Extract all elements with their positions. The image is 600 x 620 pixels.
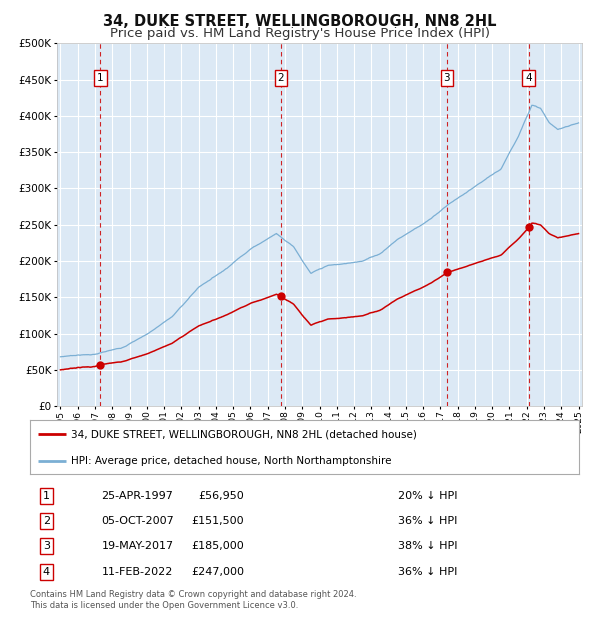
Text: 36% ↓ HPI: 36% ↓ HPI bbox=[398, 516, 457, 526]
Text: £185,000: £185,000 bbox=[191, 541, 244, 551]
Text: £56,950: £56,950 bbox=[199, 491, 244, 501]
Text: 25-APR-1997: 25-APR-1997 bbox=[101, 491, 173, 501]
Text: This data is licensed under the Open Government Licence v3.0.: This data is licensed under the Open Gov… bbox=[30, 601, 298, 611]
Text: 38% ↓ HPI: 38% ↓ HPI bbox=[398, 541, 457, 551]
Text: 19-MAY-2017: 19-MAY-2017 bbox=[101, 541, 173, 551]
Text: 34, DUKE STREET, WELLINGBOROUGH, NN8 2HL (detached house): 34, DUKE STREET, WELLINGBOROUGH, NN8 2HL… bbox=[71, 430, 417, 440]
Text: £151,500: £151,500 bbox=[191, 516, 244, 526]
Text: 34, DUKE STREET, WELLINGBOROUGH, NN8 2HL: 34, DUKE STREET, WELLINGBOROUGH, NN8 2HL bbox=[103, 14, 497, 29]
Text: £247,000: £247,000 bbox=[191, 567, 244, 577]
Text: 36% ↓ HPI: 36% ↓ HPI bbox=[398, 567, 457, 577]
Text: Price paid vs. HM Land Registry's House Price Index (HPI): Price paid vs. HM Land Registry's House … bbox=[110, 27, 490, 40]
Text: 3: 3 bbox=[43, 541, 50, 551]
Text: 05-OCT-2007: 05-OCT-2007 bbox=[101, 516, 174, 526]
Text: Contains HM Land Registry data © Crown copyright and database right 2024.: Contains HM Land Registry data © Crown c… bbox=[30, 590, 356, 600]
Text: 2: 2 bbox=[43, 516, 50, 526]
Text: 2: 2 bbox=[278, 73, 284, 83]
Text: 20% ↓ HPI: 20% ↓ HPI bbox=[398, 491, 457, 501]
Text: 4: 4 bbox=[43, 567, 50, 577]
Text: 4: 4 bbox=[526, 73, 532, 83]
Text: 11-FEB-2022: 11-FEB-2022 bbox=[101, 567, 173, 577]
Text: 1: 1 bbox=[43, 491, 50, 501]
Text: 3: 3 bbox=[443, 73, 450, 83]
Text: 1: 1 bbox=[97, 73, 104, 83]
Text: HPI: Average price, detached house, North Northamptonshire: HPI: Average price, detached house, Nort… bbox=[71, 456, 392, 466]
